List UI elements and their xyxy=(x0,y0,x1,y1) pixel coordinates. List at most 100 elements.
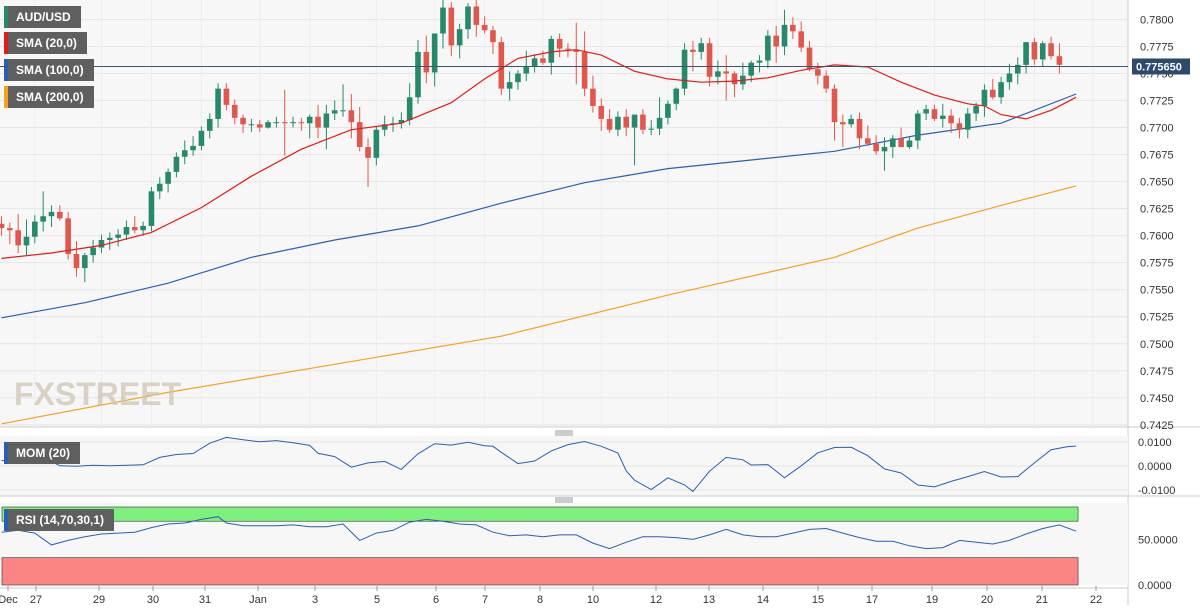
price-tick-label: 0.7725 xyxy=(1140,96,1174,108)
candle-body xyxy=(798,31,804,48)
date-tick-label: 14 xyxy=(757,594,769,606)
candle-body xyxy=(765,35,771,61)
candle xyxy=(881,137,888,171)
candle-body xyxy=(939,115,946,119)
candle-body xyxy=(456,29,463,46)
candle-body xyxy=(873,143,879,152)
candle xyxy=(506,71,513,101)
candle xyxy=(939,103,946,128)
candle-body xyxy=(989,89,996,98)
candle-body xyxy=(515,73,521,83)
candle xyxy=(640,109,646,135)
candle-body xyxy=(606,118,613,130)
candle xyxy=(856,112,863,150)
legend-sma200[interactable]: SMA (200,0) xyxy=(4,86,94,108)
candle-body xyxy=(1048,43,1054,57)
candle-body xyxy=(623,116,630,128)
rsi-tick-label: 50.0000 xyxy=(1138,534,1178,546)
sma200-line xyxy=(1,185,1077,425)
candle xyxy=(756,55,763,73)
legend-sma20[interactable]: SMA (20,0) xyxy=(4,32,87,54)
candle-body xyxy=(423,51,430,73)
legend-mom[interactable]: MOM (20) xyxy=(4,442,80,464)
candle-body xyxy=(590,88,596,106)
legend-sma100[interactable]: SMA (100,0) xyxy=(4,59,94,81)
candle-body xyxy=(998,82,1004,98)
candle-body xyxy=(865,138,871,144)
candle-body xyxy=(248,124,255,126)
candle xyxy=(598,98,605,131)
candle xyxy=(865,125,871,146)
candle xyxy=(773,25,779,63)
panel-resize-handles xyxy=(555,430,573,503)
candle-body xyxy=(631,114,638,128)
candle xyxy=(223,83,230,111)
candle xyxy=(798,21,804,52)
candle xyxy=(398,112,405,129)
candle xyxy=(123,220,130,240)
price-tick-label: 0.7625 xyxy=(1140,204,1174,216)
candle-body xyxy=(981,89,988,106)
candle xyxy=(456,23,463,59)
candle-body xyxy=(790,24,796,32)
candle xyxy=(273,116,280,128)
candle xyxy=(406,83,413,126)
candle-body xyxy=(473,6,480,25)
rsi-overbought-zone xyxy=(1,506,1079,522)
candle-body xyxy=(823,75,829,89)
candle-body xyxy=(715,71,721,77)
candle xyxy=(606,109,613,133)
candle xyxy=(673,87,680,111)
candle xyxy=(231,99,238,125)
candle xyxy=(340,84,346,117)
candle xyxy=(748,60,754,83)
date-tick-label: 13 xyxy=(703,594,715,606)
candle xyxy=(490,25,496,55)
candle-body xyxy=(964,113,971,130)
candle xyxy=(290,116,296,128)
candle-body xyxy=(1014,64,1021,74)
candle xyxy=(831,84,838,141)
candle xyxy=(348,94,355,139)
main-panel-bg xyxy=(0,0,1128,427)
candle-body xyxy=(281,122,288,124)
candle xyxy=(765,30,771,69)
candle-body xyxy=(665,103,671,118)
date-tick-label: 8 xyxy=(537,594,543,606)
date-tick-label: Dec xyxy=(0,594,18,606)
candle-body xyxy=(256,124,263,128)
candle-body xyxy=(890,138,896,148)
candle-body xyxy=(723,71,730,74)
candle-body xyxy=(323,113,330,128)
candle-body xyxy=(356,122,363,148)
candle xyxy=(315,104,321,139)
candle-body xyxy=(523,67,530,74)
candles-layer xyxy=(0,0,1063,283)
candle xyxy=(573,22,580,85)
sma100-line-layer xyxy=(1,93,1077,319)
candle xyxy=(90,239,96,263)
candle-body xyxy=(65,218,71,255)
price-tick-label: 0.7675 xyxy=(1140,150,1174,162)
legend-pair[interactable]: AUD/USD xyxy=(4,6,81,28)
candle-body xyxy=(690,49,696,52)
date-tick-label: 6 xyxy=(433,594,439,606)
candle xyxy=(331,100,338,120)
candle xyxy=(973,102,979,122)
candle xyxy=(240,114,246,133)
candle-body xyxy=(198,130,205,146)
candle xyxy=(156,177,163,199)
candle-body xyxy=(190,145,196,151)
candle-body xyxy=(540,58,546,63)
candle-body xyxy=(348,110,355,123)
date-tick-label: 19 xyxy=(926,594,938,606)
date-axis: Dec 27 29 30 31 Jan 3 5 6 7 8 10 12 13 14 15 17 19 20 21 22 xyxy=(0,586,1128,606)
price-tick-label: 0.7425 xyxy=(1140,420,1174,432)
candle-body xyxy=(615,116,621,130)
candle-body xyxy=(440,7,446,34)
candle xyxy=(323,104,330,150)
legend-rsi[interactable]: RSI (14,70,30,1) xyxy=(4,509,115,531)
candle-body xyxy=(856,118,863,139)
candle-body xyxy=(806,47,813,70)
candle-body xyxy=(340,110,346,112)
